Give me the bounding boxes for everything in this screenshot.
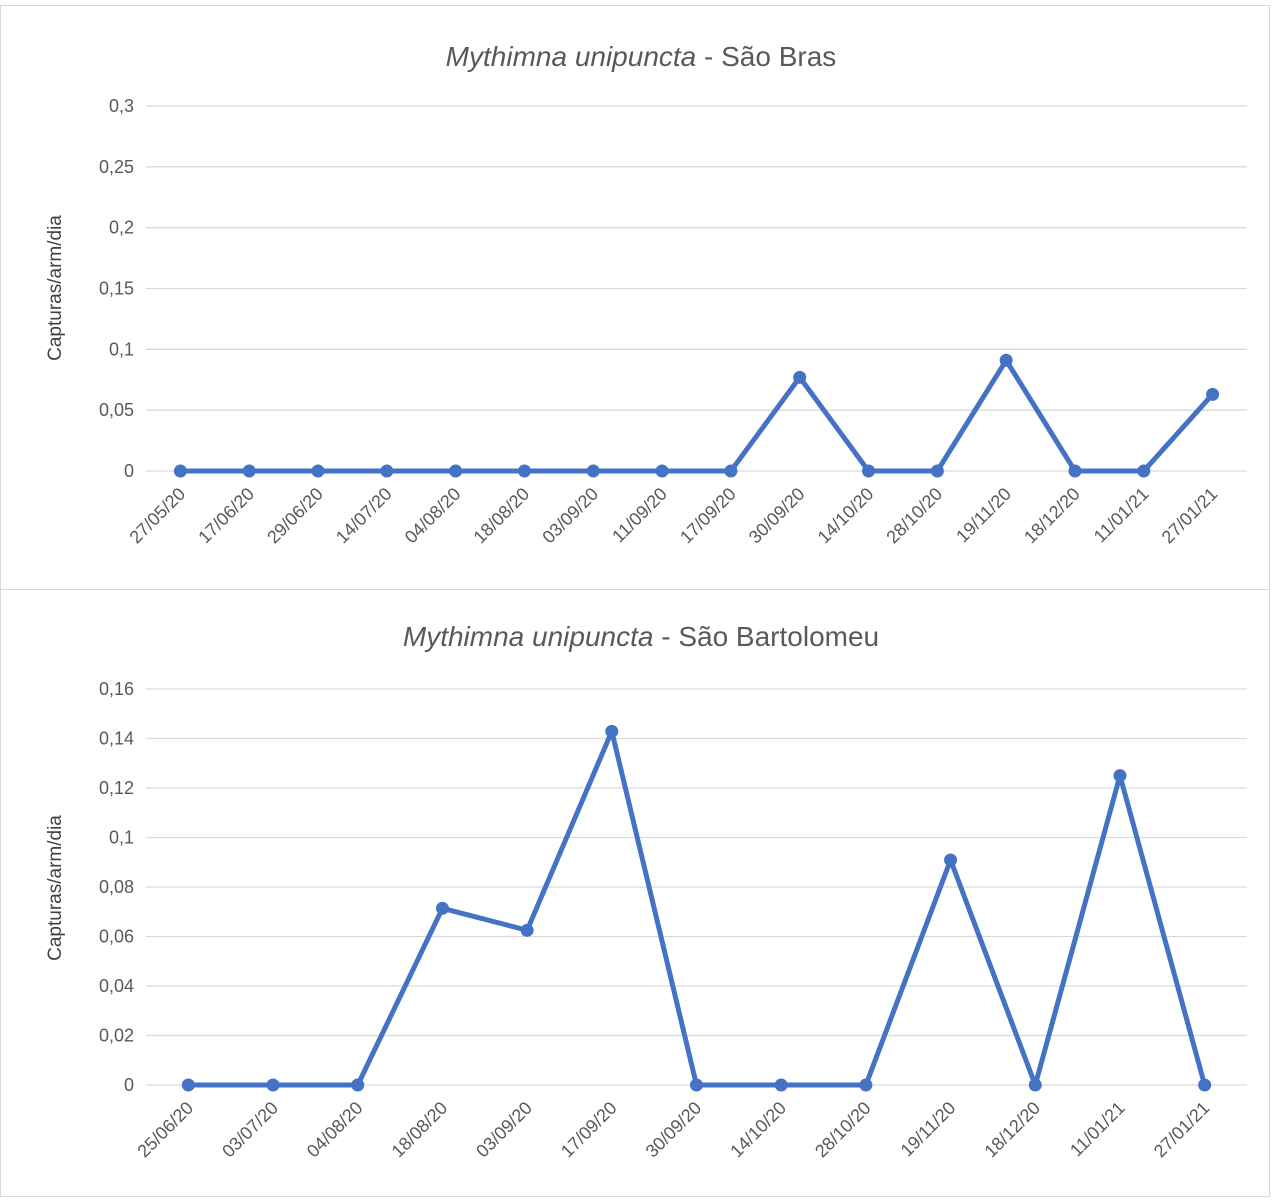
data-point: [859, 1078, 873, 1092]
series-polyline: [180, 357, 1215, 474]
data-point: [242, 464, 256, 478]
chart-panel-sao-bras: Mythimna unipuncta - São Bras Capturas/a…: [0, 5, 1270, 592]
y-tick-label: 0,08: [99, 877, 134, 897]
data-point: [173, 464, 187, 478]
x-tick-label: 11/01/21: [1090, 484, 1153, 547]
data-point: [449, 464, 463, 478]
x-tick-label: 14/10/20: [814, 484, 878, 548]
x-tick-label: 14/10/20: [726, 1098, 790, 1162]
data-point: [774, 1078, 788, 1092]
data-point: [1028, 1078, 1042, 1092]
y-tick-label: 0,06: [99, 927, 134, 947]
x-tick-label: 29/06/20: [263, 484, 327, 548]
data-point: [930, 464, 944, 478]
x-tick-label: 30/09/20: [745, 484, 809, 548]
y-tick-label: 0: [124, 461, 134, 481]
y-tick-label: 0,2: [109, 218, 134, 238]
y-axis-label: Capturas/arm/dia: [45, 815, 66, 961]
x-tick-label: 17/09/20: [676, 484, 740, 548]
y-tick-label: 0,05: [99, 400, 134, 420]
data-point: [586, 464, 600, 478]
x-tick-label: 27/01/21: [1158, 484, 1222, 548]
data-point: [520, 923, 534, 937]
x-tick-label: 11/01/21: [1066, 1098, 1129, 1161]
y-tick-label: 0,1: [109, 828, 134, 848]
x-tick-label: 03/09/20: [538, 484, 602, 548]
data-point: [351, 1078, 365, 1092]
x-tick-label: 25/06/20: [133, 1098, 197, 1162]
data-point: [862, 464, 876, 478]
y-tick-label: 0,15: [99, 279, 134, 299]
data-point: [1113, 769, 1127, 783]
y-tick-label: 0,1: [109, 339, 134, 359]
x-tick-label: 03/07/20: [218, 1098, 282, 1162]
x-tick-label: 17/09/20: [557, 1098, 621, 1162]
x-tick-label: 14/07/20: [332, 484, 396, 548]
data-point: [724, 464, 738, 478]
x-tick-label: 18/08/20: [470, 484, 534, 548]
gridlines: [146, 688, 1247, 1086]
x-tick-label: 03/09/20: [472, 1098, 536, 1162]
chart-title: Mythimna unipuncta - São Bras: [446, 41, 837, 72]
x-tick-label: 30/09/20: [642, 1098, 706, 1162]
x-tick-label: 27/05/20: [126, 484, 190, 548]
data-point: [655, 464, 669, 478]
data-point: [311, 464, 325, 478]
x-tick-labels: 25/06/20 03/07/20 04/08/20 18/08/20 03/09/20…: [133, 1098, 1213, 1162]
x-tick-label: 17/06/20: [194, 484, 258, 548]
x-tick-label: 04/08/20: [401, 484, 465, 548]
x-tick-label: 04/08/20: [303, 1098, 367, 1162]
x-tick-label: 18/12/20: [980, 1098, 1044, 1162]
y-tick-labels: 0 0,02 0,04 0,06 0,08 0,1 0,12 0,14 0,16: [99, 679, 134, 1095]
y-tick-label: 0,12: [99, 778, 134, 798]
y-tick-label: 0,3: [109, 96, 134, 116]
data-point: [793, 370, 807, 384]
chart-title: Mythimna unipuncta - São Bartolomeu: [403, 621, 879, 652]
series-line: [181, 724, 1212, 1092]
x-tick-label: 28/10/20: [882, 484, 946, 548]
data-point: [181, 1078, 195, 1092]
data-point: [435, 901, 449, 915]
chart-panel-sao-bartolomeu: Mythimna unipuncta - São Bartolomeu Capt…: [0, 589, 1270, 1197]
line-chart-sao-bras: Mythimna unipuncta - São Bras Capturas/a…: [45, 41, 1247, 548]
data-point: [1198, 1078, 1212, 1092]
data-point: [944, 853, 958, 867]
series-line: [173, 353, 1220, 478]
y-tick-label: 0,04: [99, 976, 134, 996]
y-tick-labels: 0 0,05 0,1 0,15 0,2 0,25 0,3: [99, 96, 134, 481]
x-tick-label: 19/11/20: [897, 1098, 960, 1161]
gridlines: [146, 105, 1247, 472]
y-axis-label: Capturas/arm/dia: [45, 215, 66, 361]
y-tick-label: 0: [124, 1075, 134, 1095]
x-tick-label: 28/10/20: [811, 1098, 875, 1162]
x-tick-label: 18/08/20: [388, 1098, 452, 1162]
y-tick-label: 0,14: [99, 729, 134, 749]
x-tick-label: 18/12/20: [1020, 484, 1084, 548]
data-point: [266, 1078, 280, 1092]
x-tick-label: 19/11/20: [952, 484, 1015, 547]
data-point: [1068, 464, 1082, 478]
data-point: [1206, 387, 1220, 401]
data-point: [999, 353, 1013, 367]
y-tick-label: 0,16: [99, 679, 134, 699]
x-tick-label: 27/01/21: [1150, 1098, 1214, 1162]
line-chart-sao-bartolomeu: Mythimna unipuncta - São Bartolomeu Capt…: [45, 621, 1247, 1162]
data-point: [1137, 464, 1151, 478]
y-tick-label: 0,25: [99, 157, 134, 177]
x-tick-label: 11/09/20: [608, 484, 671, 547]
data-point: [690, 1078, 703, 1092]
y-tick-label: 0,02: [99, 1026, 134, 1046]
x-tick-labels: 27/05/20 17/06/20 29/06/20 14/07/20 04/08/20…: [126, 484, 1222, 548]
data-point: [517, 464, 531, 478]
data-point: [380, 464, 394, 478]
series-polyline: [188, 728, 1208, 1088]
data-point: [605, 724, 619, 738]
